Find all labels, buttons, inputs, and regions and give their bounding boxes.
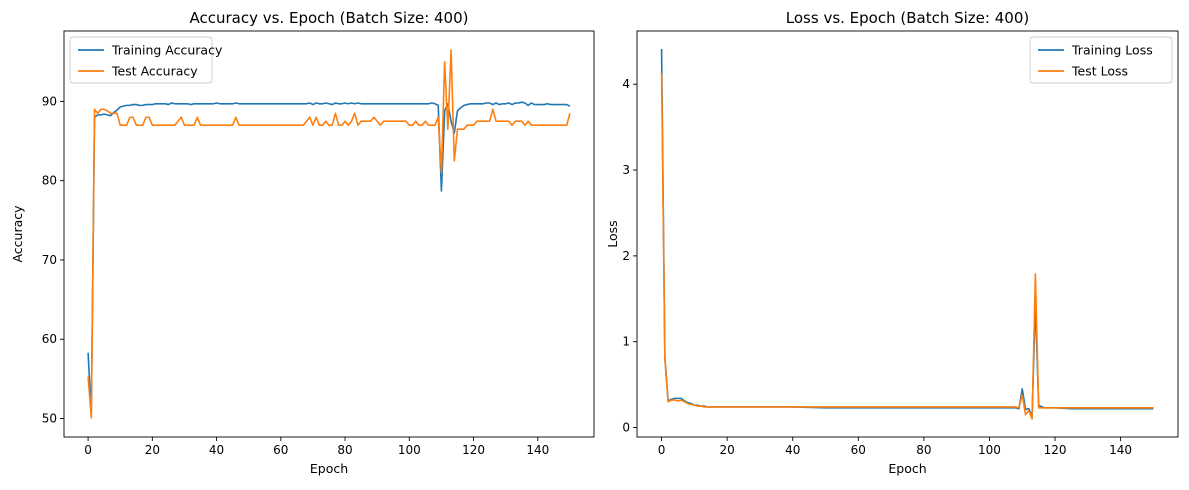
y-axis-label: Accuracy [10,205,25,263]
legend-box [1029,36,1173,84]
y-tick-label: 4 [622,77,630,91]
y-tick-label: 80 [42,174,57,188]
series-line-test-accuracy [87,49,571,419]
series-group [87,49,571,419]
y-tick-label: 60 [42,332,57,346]
axes-frame [636,30,1179,438]
legend: Training Loss Test Loss [1029,36,1173,84]
y-tick-label: 2 [622,249,630,263]
series-line-training-loss [660,49,1154,418]
legend-label: Training Loss [1071,43,1153,58]
x-tick-label: 60 [273,443,288,457]
chart-title: Accuracy vs. Epoch (Batch Size: 400) [189,9,468,27]
y-tick-label: 90 [42,94,57,108]
series-line-test-loss [660,73,1154,420]
y-tick-label: 70 [42,253,57,267]
x-tick-label: 0 [658,443,666,457]
x-tick-label: 60 [851,443,866,457]
x-tick-label: 120 [462,443,485,457]
y-tick-label: 50 [42,412,57,426]
x-tick-label: 0 [84,443,92,457]
y-axis-label: Loss [605,220,620,247]
y-tick-label: 3 [622,163,630,177]
x-tick-label: 40 [209,443,224,457]
axes-frame [63,30,595,438]
x-tick-label: 140 [1109,443,1132,457]
x-tick-label: 100 [398,443,421,457]
x-tick-label: 140 [526,443,549,457]
x-tick-label: 80 [337,443,352,457]
x-tick-label: 20 [145,443,160,457]
legend-box [69,36,213,84]
chart-title: Loss vs. Epoch (Batch Size: 400) [786,9,1029,27]
x-tick-label: 40 [785,443,800,457]
x-tick-label: 100 [978,443,1001,457]
legend-label: Training Accuracy [111,43,223,58]
loss-chart: Loss vs. Epoch (Batch Size: 400)0 20 40 60 8… [605,9,1179,476]
x-axis-label: Epoch [888,461,926,476]
legend: Training Accuracy Test Accuracy [69,36,223,84]
y-tick-label: 0 [622,421,630,435]
x-tick-label: 80 [916,443,931,457]
x-tick-label: 20 [720,443,735,457]
y-tick-label: 1 [622,335,630,349]
x-tick-label: 120 [1044,443,1067,457]
accuracy-chart: Accuracy vs. Epoch (Batch Size: 400) 0 20 4… [10,9,595,476]
legend-label: Test Loss [1071,64,1128,79]
legend-label: Test Accuracy [111,64,198,79]
x-axis-label: Epoch [310,461,348,476]
series-line-training-accuracy [87,101,571,416]
series-group [660,49,1154,420]
